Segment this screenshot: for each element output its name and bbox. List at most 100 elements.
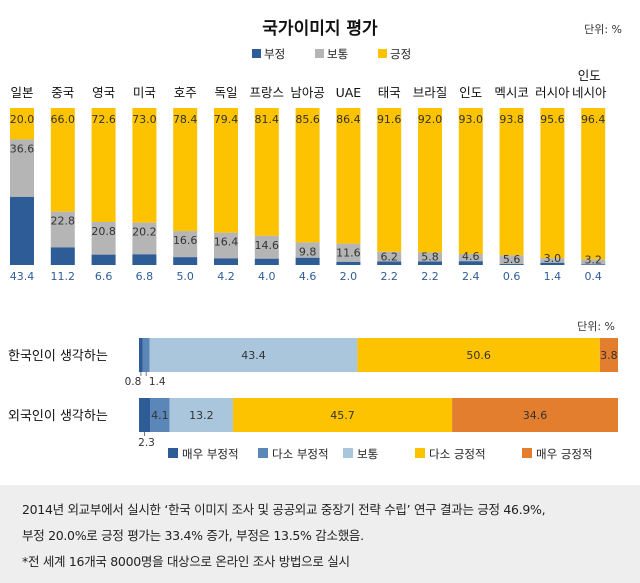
- hbar-label-0-4: 3.8: [600, 349, 618, 362]
- bar-neutral-13: [540, 258, 565, 263]
- bar-positive-8: [336, 108, 361, 244]
- legend2-swatch-3: [415, 448, 425, 458]
- hbar-label-1-3: 45.7: [330, 409, 355, 422]
- bar-negative-14: [581, 264, 606, 265]
- value-label-positive-5: 79.4: [214, 113, 239, 126]
- footer-line-1: 2014년 외교부에서 실시한 ‘한국 이미지 조사 및 공공외교 중장기 전략…: [22, 502, 546, 517]
- value-label-positive-11: 93.0: [459, 113, 484, 126]
- value-label-positive-6: 81.4: [255, 113, 280, 126]
- value-label-negative-11: 2.4: [462, 270, 480, 283]
- footer-note: 2014년 외교부에서 실시한 ‘한국 이미지 조사 및 공공외교 중장기 전략…: [0, 485, 640, 583]
- value-label-negative-5: 4.2: [217, 270, 235, 283]
- bar-neutral-7: [295, 242, 320, 258]
- legend2-swatch-0: [168, 448, 178, 458]
- bar-neutral-0: [10, 139, 34, 197]
- bar-negative-12: [499, 264, 524, 265]
- hbar-label-1-2: 13.2: [189, 409, 214, 422]
- bar-negative-13: [540, 262, 565, 265]
- value-label-positive-4: 78.4: [173, 113, 198, 126]
- value-label-negative-13: 1.4: [544, 270, 562, 283]
- value-label-negative-9: 2.2: [380, 270, 398, 283]
- hbar-label-0-3: 50.6: [466, 349, 491, 362]
- bar-neutral-14: [581, 259, 606, 265]
- value-label-negative-12: 0.6: [503, 270, 521, 283]
- category-label-4: 호주: [174, 85, 197, 100]
- bar-negative-3: [132, 254, 157, 265]
- value-label-negative-14: 0.4: [584, 270, 602, 283]
- unit-label: 단위: %: [584, 23, 622, 36]
- footer-line-3: *전 세계 16개국 8000명을 대상으로 온라인 조사 방법으로 실시: [22, 554, 350, 569]
- bar-positive-5: [214, 108, 238, 233]
- legend-swatch-0: [252, 49, 261, 58]
- category-label-3: 미국: [133, 85, 156, 100]
- hbar-0-1: [142, 338, 150, 372]
- bar-negative-9: [377, 261, 402, 265]
- bar-positive-1: [50, 108, 75, 212]
- row-label-0: 한국인이 생각하는: [8, 349, 108, 364]
- value-label-neutral-8: 11.6: [336, 247, 361, 260]
- hbar-0-4: [599, 338, 618, 372]
- chart-canvas: 국가이미지 평가 단위: %부정 보통 긍정일본20.036.643.4중국66.02…: [8, 19, 622, 461]
- value-label-negative-6: 4.0: [258, 270, 276, 283]
- value-label-negative-8: 2.0: [340, 270, 358, 283]
- value-label-neutral-10: 5.8: [421, 251, 439, 264]
- value-label-neutral-12: 5.6: [503, 253, 521, 266]
- legend-swatch-2: [378, 49, 387, 58]
- hbar-0-0: [139, 338, 143, 372]
- value-label-negative-1: 11.2: [51, 270, 76, 283]
- hbar-label-0-2: 43.4: [241, 349, 266, 362]
- value-label-neutral-13: 3.0: [544, 252, 562, 265]
- bar-neutral-3: [132, 222, 157, 255]
- bar-positive-10: [418, 108, 442, 253]
- hbar-1-3: [232, 398, 453, 432]
- hbar-label-0-1: 1.4: [149, 376, 166, 388]
- value-label-neutral-2: 20.8: [91, 225, 116, 238]
- bar-positive-9: [377, 108, 402, 252]
- value-label-neutral-3: 20.2: [132, 226, 157, 239]
- footer-line-2: 부정 20.0%로 긍정 평가는 33.4% 증가, 부정은 13.5% 감소했…: [22, 528, 364, 543]
- legend-label-0: 부정: [264, 47, 285, 61]
- legend-swatch-1: [315, 49, 324, 58]
- legend2-swatch-4: [522, 448, 532, 458]
- value-label-negative-4: 5.0: [176, 270, 194, 283]
- bar-positive-13: [540, 108, 565, 259]
- legend2-label-0: 매우 부정적: [182, 447, 239, 461]
- bar-neutral-9: [377, 251, 402, 262]
- hbar-1-4: [452, 398, 618, 432]
- category-label-11: 인도: [459, 85, 482, 100]
- row-label-1: 외국인이 생각하는: [8, 409, 108, 424]
- value-label-neutral-11: 4.6: [462, 250, 480, 263]
- legend-label-1: 보통: [327, 47, 348, 61]
- unit-label-2: 단위: %: [577, 320, 615, 333]
- value-label-negative-7: 4.6: [299, 270, 317, 283]
- category-label-12: 멕시코: [494, 85, 529, 100]
- value-label-neutral-4: 16.6: [173, 234, 198, 247]
- legend2-label-4: 매우 긍정적: [536, 447, 593, 461]
- value-label-positive-0: 20.0: [10, 113, 35, 126]
- value-label-positive-14: 96.4: [581, 113, 606, 126]
- category-label-14-line2: 네시아: [572, 85, 607, 100]
- category-label-1: 중국: [51, 85, 74, 100]
- category-label-10: 브라질: [413, 85, 448, 100]
- value-label-negative-0: 43.4: [10, 270, 35, 283]
- hbar-label-0-0: 0.8: [125, 376, 142, 388]
- hbar-1-1: [150, 398, 170, 432]
- hbar-1-2: [169, 398, 233, 432]
- legend2-swatch-2: [343, 448, 353, 458]
- bar-negative-2: [91, 254, 116, 265]
- chart-title: 국가이미지 평가: [262, 19, 378, 39]
- hbar-1-0: [139, 398, 151, 432]
- hbar-label-1-1: 4.1: [151, 409, 169, 422]
- category-label-2: 영국: [92, 85, 115, 100]
- category-label-14-line1: 인도: [578, 68, 601, 83]
- category-label-8: UAE: [336, 85, 362, 100]
- value-label-neutral-6: 14.6: [255, 239, 280, 252]
- value-label-neutral-1: 22.8: [51, 215, 76, 228]
- bar-negative-4: [173, 257, 198, 265]
- bar-positive-12: [499, 108, 524, 256]
- bar-positive-7: [295, 108, 320, 243]
- value-label-positive-3: 73.0: [132, 113, 157, 126]
- value-label-neutral-0: 36.6: [10, 142, 35, 155]
- legend2-label-2: 보통: [357, 447, 378, 461]
- bar-neutral-11: [458, 254, 483, 262]
